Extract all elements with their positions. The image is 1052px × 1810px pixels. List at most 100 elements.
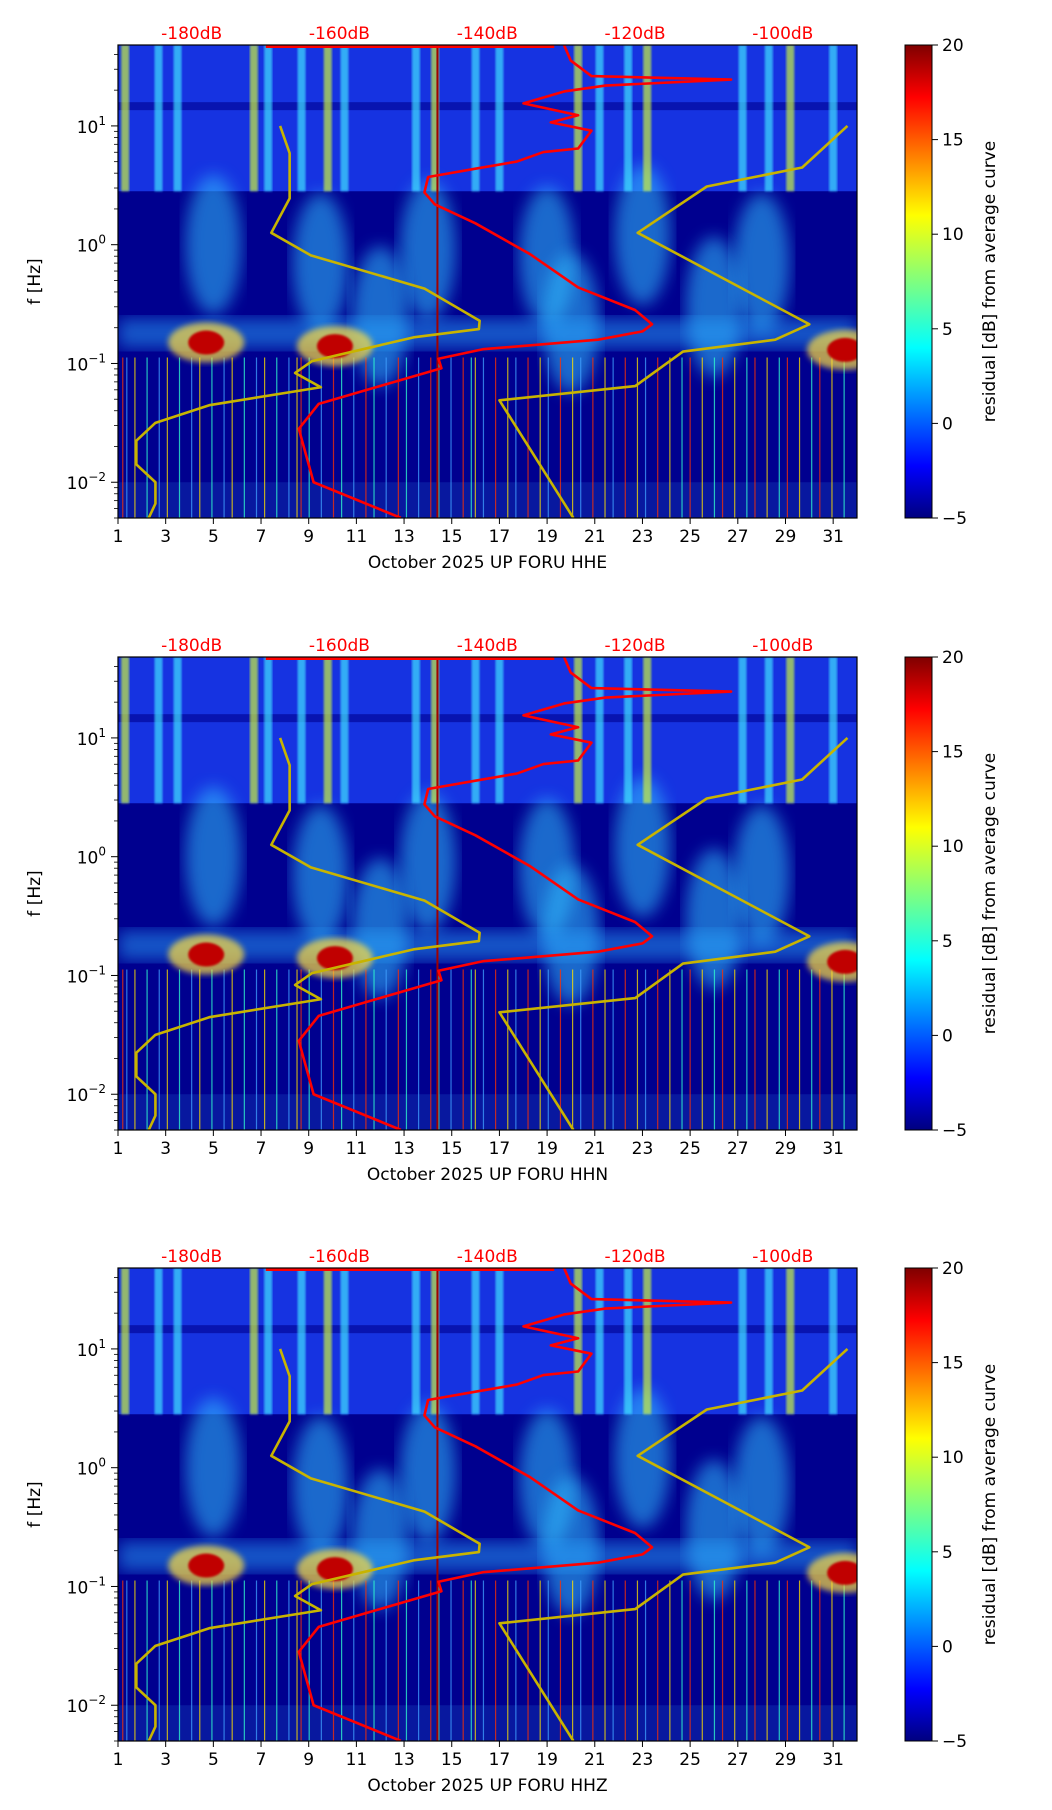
colorbar-tick-label: 15 — [942, 1354, 964, 1374]
x-tick-label: 29 — [775, 1750, 797, 1770]
x-tick-label: 15 — [441, 1750, 463, 1770]
y-tick-base: 10 — [67, 1086, 89, 1106]
y-tick-base: 10 — [77, 118, 99, 138]
colorbar-tick-label: 5 — [942, 1543, 953, 1563]
heatmap-bright-column — [643, 657, 652, 804]
x-tick-label: 7 — [256, 1139, 267, 1159]
heatmap-bright-column — [121, 45, 130, 192]
low-noise-model-line — [135, 737, 481, 1130]
x-tick-label: 17 — [489, 1139, 511, 1159]
heatmap-bright-column — [154, 657, 163, 804]
heatmap-low-band — [118, 1094, 857, 1130]
x-tick-label: 11 — [346, 1750, 368, 1770]
heatmap-bright-column — [471, 45, 480, 192]
y-tick-exponent: −2 — [88, 1082, 106, 1096]
heatmap-bright-column — [411, 1268, 420, 1415]
top-db-label: -180dB — [161, 24, 222, 44]
heatmap-diffuse-region — [185, 786, 242, 927]
heatmap-diffuse-region — [399, 180, 456, 321]
colorbar-tick-label: 15 — [942, 743, 964, 763]
heatmap-diffuse-region — [685, 1459, 742, 1600]
colorbar-tick-label: −5 — [942, 1732, 967, 1752]
heatmap-bright-column — [495, 657, 504, 804]
heatmap-diffuse-region — [292, 805, 349, 946]
heatmap-bright-column — [249, 657, 258, 804]
x-tick-label: 13 — [393, 1750, 415, 1770]
plot-frame — [117, 656, 858, 1131]
x-tick-label: 1 — [113, 1139, 124, 1159]
heatmap-bright-column — [829, 1268, 838, 1415]
heatmap-bright-column — [173, 1268, 182, 1415]
low-noise-model-line — [135, 1348, 481, 1741]
heatmap-diffuse-region — [733, 193, 790, 334]
high-noise-model-line — [498, 736, 849, 1130]
heatmap-hotspot — [316, 946, 353, 971]
y-axis-label: f [Hz] — [25, 1481, 45, 1527]
heatmap-bright-column — [323, 657, 332, 804]
heatmap-bright-column — [624, 1268, 633, 1415]
heatmap-hotspot — [316, 1557, 353, 1582]
heatmap-diffuse-region — [399, 792, 456, 933]
colorbar-tick-label: 10 — [942, 1448, 964, 1468]
heatmap-bright-column — [173, 45, 182, 192]
heatmap — [118, 657, 857, 1130]
heatmap-bright-column — [495, 1268, 504, 1415]
heatmap-bright-column — [411, 657, 420, 804]
heatmap-bright-column — [471, 1268, 480, 1415]
x-tick-label: 29 — [775, 527, 797, 547]
y-tick-exponent: 1 — [98, 114, 106, 128]
heatmap-bright-column — [121, 657, 130, 804]
x-tick-label: 21 — [584, 527, 606, 547]
y-tick-exponent: −2 — [88, 1693, 106, 1707]
heatmap-bright-column — [624, 45, 633, 192]
heatmap-bright-column — [829, 45, 838, 192]
x-tick-label: 31 — [822, 527, 844, 547]
colorbar-tick-label: 15 — [942, 131, 964, 151]
heatmap-hotspot — [316, 334, 353, 359]
y-axis-label: f [Hz] — [25, 870, 45, 916]
y-tick-label: 101 — [77, 726, 106, 750]
x-tick-label: 3 — [160, 1750, 171, 1770]
top-db-label: -160dB — [309, 24, 370, 44]
y-tick-label: 100 — [77, 845, 106, 869]
top-db-label: -120dB — [605, 636, 666, 656]
heatmap-diffuse-region — [352, 1469, 409, 1610]
top-db-label: -120dB — [605, 24, 666, 44]
colorbar-label: residual [dB] from average curve — [980, 1364, 1000, 1645]
x-axis-label: October 2025 UP FORU HHZ — [367, 1776, 607, 1796]
colorbar — [904, 44, 933, 519]
x-tick-label: 19 — [536, 527, 558, 547]
x-tick-label: 27 — [727, 1139, 749, 1159]
heatmap-bright-column — [297, 657, 306, 804]
heatmap-bright-column — [297, 1268, 306, 1415]
heatmap-diffuse-region — [733, 1416, 790, 1557]
x-axis-label: October 2025 UP FORU HHE — [368, 553, 607, 573]
x-tick-label: 19 — [536, 1750, 558, 1770]
y-tick-label: 101 — [77, 1337, 106, 1361]
x-tick-label: 9 — [303, 1750, 314, 1770]
heatmap-bright-column — [786, 45, 795, 192]
y-tick-label: 101 — [77, 114, 106, 138]
y-tick-base: 10 — [67, 355, 89, 375]
heatmap-bright-column — [297, 45, 306, 192]
heatmap-bright-column — [323, 1268, 332, 1415]
heatmap-dark-band — [118, 102, 857, 111]
colorbar — [904, 1267, 933, 1742]
heatmap-bright-column — [624, 657, 633, 804]
x-tick-label: 17 — [489, 1750, 511, 1770]
heatmap-diffuse-region — [685, 236, 742, 377]
colorbar-tick-label: 0 — [942, 1026, 953, 1046]
heatmap-diffuse-region — [733, 805, 790, 946]
x-tick-label: 21 — [584, 1139, 606, 1159]
heatmap-bright-column — [786, 657, 795, 804]
heatmap-low-band — [118, 1705, 857, 1741]
heatmap-dark-band — [118, 1325, 857, 1334]
heatmap-bright-column — [471, 657, 480, 804]
colorbar-tick-label: 0 — [942, 414, 953, 434]
x-axis-label: October 2025 UP FORU HHN — [367, 1165, 608, 1185]
x-tick-label: 13 — [393, 527, 415, 547]
colorbar-tick-label: 5 — [942, 932, 953, 952]
heatmap-bright-column — [764, 1268, 773, 1415]
